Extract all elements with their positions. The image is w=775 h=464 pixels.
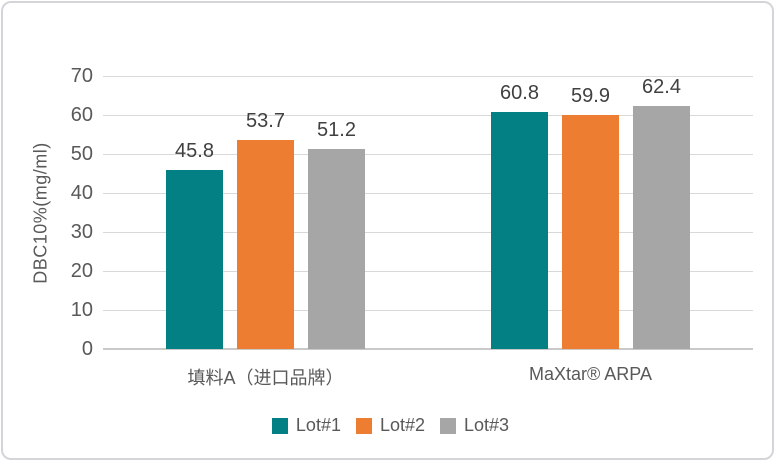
bar-value-label: 45.8 (175, 140, 214, 163)
legend-item-lot1: Lot#1 (271, 415, 341, 436)
x-category-label: 填料A（进口品牌） (187, 368, 344, 388)
y-tick-label: 30 (70, 221, 93, 243)
legend-swatch-icon (271, 417, 288, 434)
y-tick-label: 40 (70, 182, 93, 204)
chart-legend: Lot#1 Lot#2 Lot#3 (3, 415, 775, 436)
bar-lot2-cat1 (237, 139, 294, 349)
bar-chart: DBC10%(mg/ml) Lot#1 Lot#2 Lot#3 0 10 20 30 40 5… (3, 3, 775, 464)
y-tick-label: 70 (70, 65, 93, 87)
bar-value-label: 60.8 (500, 81, 539, 104)
y-tick-label: 50 (70, 143, 93, 165)
y-gridline (103, 309, 753, 311)
y-tick-label: 10 (70, 299, 93, 321)
legend-label: Lot#1 (295, 415, 341, 435)
bar-lot3-cat2 (633, 105, 690, 349)
x-axis-line (103, 348, 753, 350)
bar-value-label: 51.2 (317, 119, 356, 142)
y-gridline (103, 114, 753, 116)
bar-lot1-cat1 (166, 170, 223, 349)
y-tick-label: 60 (70, 104, 93, 126)
bar-value-label: 62.4 (642, 75, 681, 98)
y-tick-label: 20 (70, 260, 93, 282)
bar-lot3-cat1 (308, 149, 365, 349)
y-gridline (103, 192, 753, 194)
y-gridline (103, 75, 753, 77)
legend-swatch-icon (355, 417, 372, 434)
legend-swatch-icon (440, 417, 457, 434)
x-category-label: MaXtar® ARPA (529, 364, 652, 384)
legend-label: Lot#3 (464, 415, 510, 435)
y-gridline (103, 270, 753, 272)
y-tick-label: 0 (81, 338, 93, 360)
legend-label: Lot#2 (379, 415, 426, 435)
legend-item-lot3: Lot#3 (440, 415, 509, 436)
legend-item-lot2: Lot#2 (355, 415, 426, 436)
bar-lot1-cat2 (491, 111, 548, 349)
y-gridline (103, 153, 753, 155)
bar-value-label: 59.9 (571, 85, 610, 108)
bar-lot2-cat2 (562, 115, 619, 349)
y-gridline (103, 231, 753, 233)
bar-value-label: 53.7 (246, 109, 285, 132)
